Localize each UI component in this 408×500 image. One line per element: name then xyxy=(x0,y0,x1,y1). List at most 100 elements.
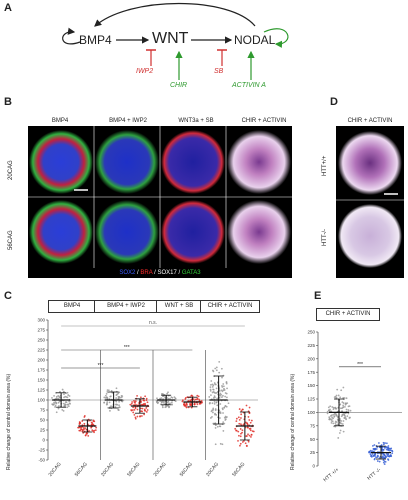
microscopy-grid-d xyxy=(336,126,404,278)
c-data-point xyxy=(91,422,94,424)
c-data-point xyxy=(238,408,241,410)
c-data-point xyxy=(140,415,143,417)
c-data-point xyxy=(216,397,219,400)
c-data-point xyxy=(226,387,228,390)
e-data-point xyxy=(335,423,337,426)
c-ytick-label: 300 xyxy=(37,318,45,323)
e-data-point xyxy=(333,413,336,416)
c-data-point xyxy=(62,390,65,393)
c-xtick-label: 56CAG xyxy=(231,461,246,478)
c-data-point xyxy=(118,400,121,403)
e-data-point xyxy=(344,405,346,408)
c-group-bmp4: BMP4 xyxy=(48,300,96,313)
c-data-point xyxy=(145,407,148,409)
e-data-point xyxy=(334,407,337,409)
c-data-point xyxy=(211,383,214,386)
e-data-point xyxy=(345,418,348,421)
c-ytick-label: 150 xyxy=(37,378,45,383)
c-data-point xyxy=(62,402,65,405)
e-data-point xyxy=(381,456,384,458)
c-data-point xyxy=(222,394,224,397)
c-data-point xyxy=(218,394,221,396)
c-data-point xyxy=(77,426,79,429)
c-data-point xyxy=(54,404,57,407)
c-data-point xyxy=(173,396,176,399)
c-data-point xyxy=(136,394,138,397)
c-data-point xyxy=(245,445,248,448)
c-data-point xyxy=(82,427,85,429)
e-data-point xyxy=(390,447,393,450)
e-data-point xyxy=(374,455,376,457)
e-data-point xyxy=(344,416,347,418)
c-data-point xyxy=(219,412,222,415)
e-ytick-label: 150 xyxy=(307,383,315,388)
col-header-chir-activin: CHIR + ACTIVIN xyxy=(241,118,287,124)
e-data-point xyxy=(384,455,387,458)
c-data-point xyxy=(120,394,123,397)
e-data-point xyxy=(337,437,340,439)
c-ytick-label: 100 xyxy=(37,398,45,403)
e-ylabel: Relative change of central domain area (… xyxy=(290,373,296,470)
c-data-point xyxy=(115,387,118,390)
c-data-point xyxy=(53,394,55,397)
e-data-point xyxy=(341,423,344,425)
c-data-point xyxy=(55,395,58,398)
c-data-point xyxy=(55,402,58,405)
c-data-point xyxy=(249,429,252,432)
e-data-point xyxy=(342,430,345,433)
e-data-point xyxy=(387,445,390,447)
c-data-point xyxy=(184,396,187,399)
e-data-point xyxy=(333,396,336,399)
c-data-point xyxy=(109,395,112,398)
e-data-point xyxy=(337,416,339,419)
e-data-point xyxy=(368,450,371,453)
legend-sox17: SOX17 xyxy=(157,270,177,276)
e-data-point xyxy=(384,442,386,444)
c-data-point xyxy=(106,402,108,405)
c-data-point xyxy=(57,401,60,404)
c-data-point xyxy=(220,396,223,399)
e-data-point xyxy=(389,455,391,458)
c-data-point xyxy=(241,408,244,411)
c-data-point xyxy=(54,401,57,403)
e-data-point xyxy=(339,418,341,420)
c-ytick-label: 175 xyxy=(37,368,45,373)
c-data-point xyxy=(130,402,133,405)
c-data-point xyxy=(141,407,144,410)
c-data-point xyxy=(67,394,70,396)
e-data-point xyxy=(339,396,342,399)
c-ytick-label: 75 xyxy=(40,408,46,413)
c-data-point xyxy=(54,406,57,408)
c-data-point xyxy=(105,392,108,395)
c-data-point xyxy=(221,390,224,393)
e-title: CHIR + ACTIVIN xyxy=(316,308,380,321)
panel-label-e: E xyxy=(314,290,322,302)
image-htt-wt xyxy=(338,131,402,195)
c-data-point xyxy=(198,399,201,402)
c-data-point xyxy=(139,415,142,417)
e-data-point xyxy=(347,405,350,408)
d-col-header: CHIR + ACTIVIN xyxy=(347,118,393,124)
c-data-point xyxy=(118,404,120,407)
c-data-point xyxy=(80,428,83,430)
c-data-point xyxy=(226,396,228,399)
e-data-point xyxy=(330,420,333,422)
c-data-point xyxy=(222,412,224,414)
c-data-point xyxy=(245,435,248,438)
c-data-point xyxy=(211,402,214,405)
e-data-point xyxy=(344,403,347,406)
e-data-point xyxy=(341,410,343,413)
c-data-point xyxy=(248,427,251,430)
c-data-point xyxy=(248,434,251,437)
c-data-point xyxy=(53,401,55,404)
e-data-point xyxy=(327,406,330,409)
e-ytick-label: 0 xyxy=(312,464,315,469)
e-data-point xyxy=(340,415,343,418)
e-data-point xyxy=(335,421,338,424)
e-data-point xyxy=(330,418,333,421)
c-group-bmp4-iwp2: BMP4 + IWP2 xyxy=(94,300,158,313)
c-data-point xyxy=(221,408,224,411)
c-data-point xyxy=(240,417,242,419)
e-data-point xyxy=(332,406,335,409)
c-data-point xyxy=(221,386,224,388)
